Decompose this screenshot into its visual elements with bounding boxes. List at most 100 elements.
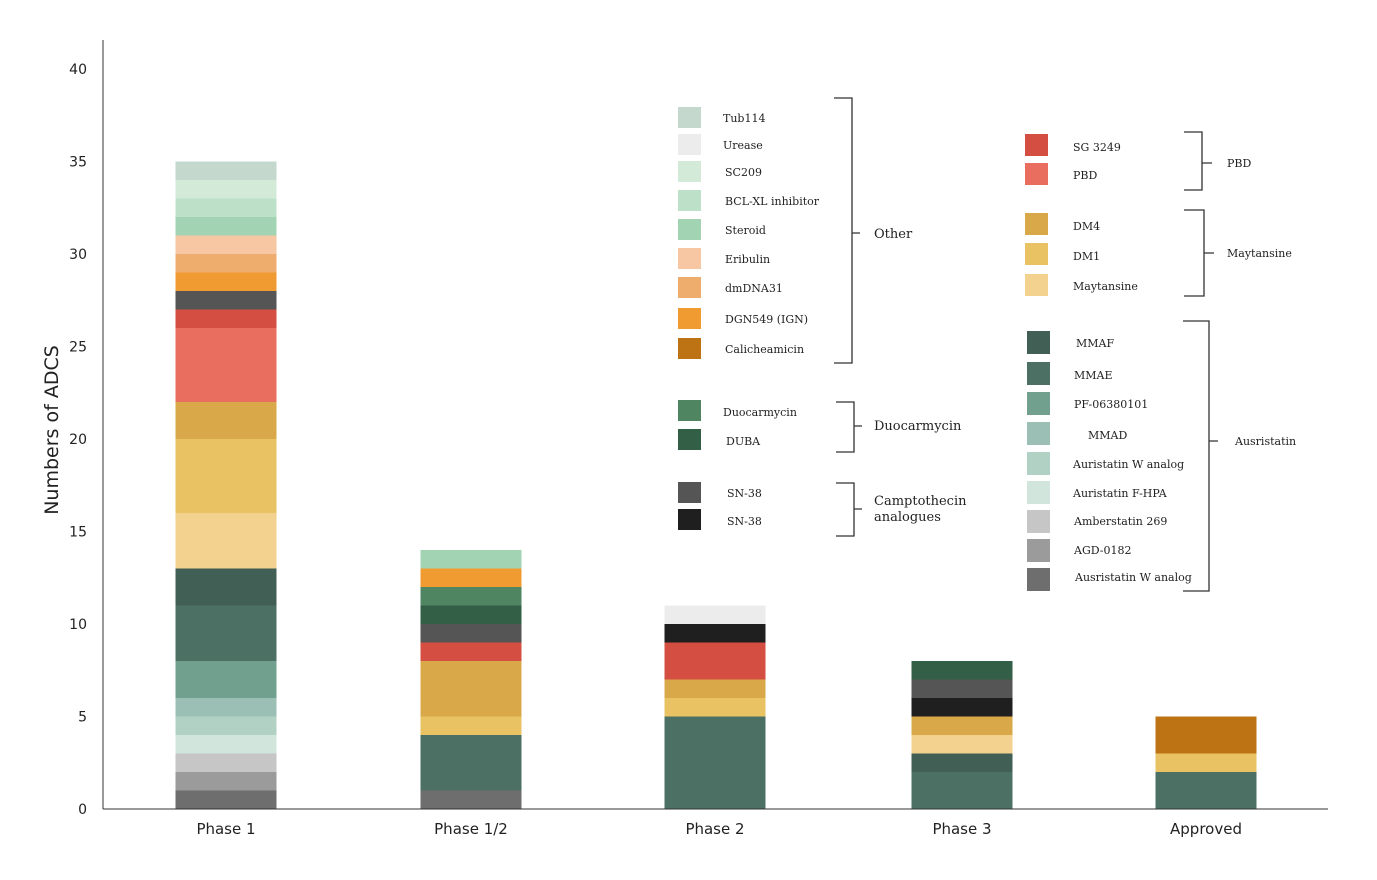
bar-segment-phase-1-2-sg-3249-13 (420, 642, 522, 661)
x-category-label-approved: Approved (1170, 820, 1242, 838)
legend-label-pbd: PBD (1073, 169, 1097, 182)
y-tick-label-5: 5 (78, 710, 87, 726)
bars-layer (175, 161, 1257, 809)
group-label-camptothecin-line1: Camptothecin (874, 494, 967, 509)
legend-swatch-pf06380101 (1027, 392, 1050, 415)
bar-segment-phase-1-sn-38-15 (175, 291, 277, 310)
legend-label-amberstatin-269: Amberstatin 269 (1073, 515, 1167, 528)
bar-segment-phase-1-dm4-11 (175, 402, 277, 439)
bar-segment-phase-1-amberstatin-269-2 (175, 753, 277, 772)
bracket-duocarmycin (836, 401, 862, 453)
legend-swatch-dmdna31 (678, 277, 701, 298)
legend-swatch-tub114 (678, 107, 701, 128)
legend-label-sg3249: SG 3249 (1073, 141, 1121, 154)
bracket-camptothecin (836, 482, 862, 537)
legend-label-auristatin-w-analog: Auristatin W analog (1072, 458, 1184, 471)
bar-segment-phase-1-2-dm1-10 (420, 716, 522, 735)
bar-segment-phase-1-dmdna31-20 (175, 254, 277, 273)
legend-label-tub114: Tub114 (723, 112, 765, 125)
bar-segment-approved-calicheamicin-18 (1155, 716, 1257, 754)
bracket-ausristatin (1183, 320, 1218, 592)
bar-segment-approved-mmae-7 (1155, 772, 1257, 809)
legend-swatch-calicheamicin (678, 338, 701, 359)
group-label-other: Other (874, 227, 913, 242)
legend-swatch-duocarmycin (678, 400, 701, 421)
legend-label-pf06380101: PF-06380101 (1074, 398, 1148, 411)
group-label-maytansine: Maytansine (1227, 247, 1292, 260)
y-tick-label-10: 10 (69, 617, 87, 633)
x-category-label-phase-1: Phase 1 (196, 820, 255, 838)
legend-swatch-mmad (1027, 422, 1050, 445)
legend-swatch-pbd (1025, 163, 1048, 185)
legend-label-steroid: Steroid (725, 224, 766, 237)
y-tick-label-35: 35 (69, 155, 87, 171)
legend-label-calicheamicin: Calicheamicin (725, 343, 804, 356)
legend-swatch-dm4 (1025, 213, 1048, 235)
bar-segment-phase-1-2-ausristatin-w-analog-0 (420, 790, 522, 809)
bar-segment-phase-2-sg-3249-13 (664, 642, 766, 680)
bar-segment-phase-3-duba-16 (911, 661, 1013, 680)
bar-segment-phase-1-dgn549-ign-19 (175, 272, 277, 291)
y-tick-label-0: 0 (78, 802, 87, 818)
legend-swatch-sg3249 (1025, 134, 1048, 156)
legend-swatch-sn38-grey (678, 482, 701, 503)
legend-label-dgn549: DGN549 (IGN) (725, 313, 808, 326)
y-tick-label-20: 20 (69, 432, 87, 448)
legend-swatch-agd-0182 (1027, 539, 1050, 562)
legend-label-duba: DUBA (726, 435, 761, 448)
legend-label-sn38-grey: SN-38 (727, 487, 762, 500)
legend-swatch-amberstatin-269 (1027, 510, 1050, 533)
bar-segment-phase-1-auristatin-w-analog-4 (175, 716, 277, 735)
bar-segment-phase-2-dm1-10 (664, 698, 766, 717)
bar-segment-phase-1-maytansine-9 (175, 513, 277, 569)
bar-segment-phase-3-maytansine-9 (911, 735, 1013, 754)
bar-segment-phase-1-bcl-xl-inhibitor-23 (175, 198, 277, 217)
y-tick-label-15: 15 (69, 525, 87, 541)
legend-swatch-eribulin (678, 248, 701, 269)
bar-segment-phase-3-mmae-7 (911, 772, 1013, 809)
bar-segment-phase-3-sn-38-14 (911, 698, 1013, 717)
bar-segment-phase-1-sg-3249-13 (175, 309, 277, 328)
group-label-camptothecin-line2: analogues (874, 510, 941, 525)
bar-segment-phase-1-tub114-26 (175, 161, 277, 180)
x-category-labels: Phase 1 Phase 1/2 Phase 2 Phase 3 Approved (196, 820, 1242, 838)
y-tick-label-40: 40 (69, 62, 87, 78)
legend-label-mmad: MMAD (1088, 429, 1127, 442)
bar-segment-phase-1-agd-0182-1 (175, 772, 277, 791)
legend-swatch-ausristatin-w-analog (1027, 568, 1050, 591)
bar-segment-phase-1-pbd-12 (175, 328, 277, 402)
group-label-duocarmycin: Duocarmycin (874, 419, 962, 434)
legend-label-sc209: SC209 (725, 166, 762, 179)
x-category-label-phase-1-2: Phase 1/2 (434, 820, 508, 838)
bar-segment-phase-1-sc209-24 (175, 180, 277, 199)
legend-swatch-sc209 (678, 161, 701, 182)
legend-swatch-duba (678, 429, 701, 450)
legend-group-ausristatin: MMAF MMAE PF-06380101 MMAD Auristatin W … (1027, 320, 1296, 592)
bar-segment-phase-1-auristatin-f-hpa-3 (175, 735, 277, 754)
legend-swatch-steroid (678, 219, 701, 240)
legend-group-camptothecin: SN-38 SN-38 Camptothecin analogues (678, 482, 967, 537)
bar-segment-phase-2-mmae-7 (664, 716, 766, 809)
legend-swatch-auristatin-w-analog (1027, 452, 1050, 475)
bar-segment-phase-1-2-mmae-7 (420, 735, 522, 791)
bar-segment-phase-1-mmaf-8 (175, 568, 277, 606)
legend-label-dm4: DM4 (1073, 220, 1100, 233)
bar-segment-phase-1-dm1-10 (175, 439, 277, 513)
bar-segment-phase-1-mmad-5 (175, 698, 277, 717)
bar-segment-phase-1-2-dm4-11 (420, 661, 522, 717)
legend-group-maytansine: DM4 DM1 Maytansine Maytansine (1025, 209, 1292, 297)
legend-swatch-mmaf (1027, 331, 1050, 354)
legend-group-other: Tub114 Urease SC209 BCL-XL inhibitor Ste… (678, 97, 913, 364)
legend-label-bclxl: BCL-XL inhibitor (725, 195, 820, 208)
bracket-other (834, 97, 860, 364)
legend-swatch-dm1 (1025, 243, 1048, 265)
x-category-label-phase-3: Phase 3 (932, 820, 991, 838)
legend-label-maytansine: Maytansine (1073, 280, 1138, 293)
legend-swatch-mmae (1027, 362, 1050, 385)
legend-swatch-sn38-black (678, 509, 701, 530)
y-axis-label: Numbers of ADCS (41, 345, 63, 515)
bracket-maytansine (1184, 209, 1214, 297)
bar-segment-phase-1-pf-06380101-6 (175, 661, 277, 698)
bar-segment-phase-1-steroid-22 (175, 217, 277, 236)
